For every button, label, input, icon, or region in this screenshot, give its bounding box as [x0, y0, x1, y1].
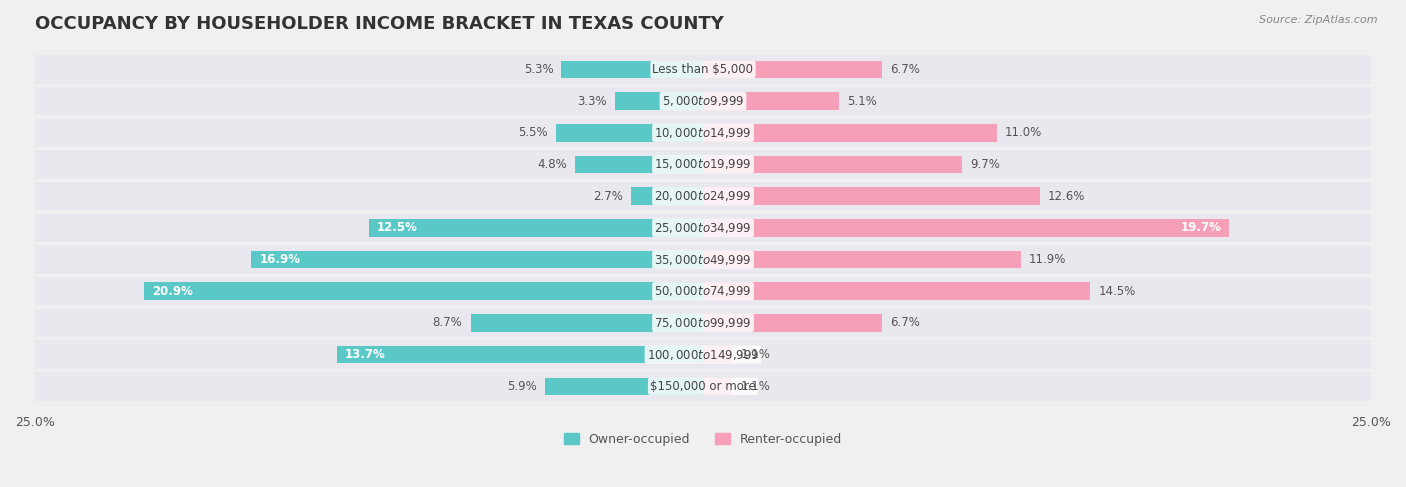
Text: $20,000 to $24,999: $20,000 to $24,999 [654, 189, 752, 203]
Bar [35, 309, 1371, 337]
Text: 11.0%: 11.0% [1005, 126, 1042, 139]
Text: 14.5%: 14.5% [1098, 285, 1136, 298]
Bar [703, 124, 997, 142]
Text: $50,000 to $74,999: $50,000 to $74,999 [654, 284, 752, 298]
Text: $10,000 to $14,999: $10,000 to $14,999 [654, 126, 752, 140]
Text: 6.7%: 6.7% [890, 63, 920, 76]
Bar [35, 372, 1371, 400]
Text: $75,000 to $99,999: $75,000 to $99,999 [654, 316, 752, 330]
Text: 9.7%: 9.7% [970, 158, 1000, 171]
Bar [703, 251, 1021, 268]
Bar [35, 55, 1371, 84]
Text: OCCUPANCY BY HOUSEHOLDER INCOME BRACKET IN TEXAS COUNTY: OCCUPANCY BY HOUSEHOLDER INCOME BRACKET … [35, 15, 724, 33]
Text: 2.7%: 2.7% [593, 189, 623, 203]
Bar [703, 219, 1229, 237]
Text: 5.3%: 5.3% [523, 63, 554, 76]
Text: 1.1%: 1.1% [741, 380, 770, 393]
Text: $5,000 to $9,999: $5,000 to $9,999 [662, 94, 744, 108]
Text: $25,000 to $34,999: $25,000 to $34,999 [654, 221, 752, 235]
Bar [703, 346, 733, 363]
Text: 11.9%: 11.9% [1029, 253, 1066, 266]
Bar [703, 156, 962, 173]
Text: 5.5%: 5.5% [519, 126, 548, 139]
Text: 12.5%: 12.5% [377, 222, 418, 234]
Text: 1.1%: 1.1% [741, 348, 770, 361]
Bar [703, 377, 733, 395]
Text: $100,000 to $149,999: $100,000 to $149,999 [647, 348, 759, 361]
Text: 16.9%: 16.9% [259, 253, 301, 266]
Text: $35,000 to $49,999: $35,000 to $49,999 [654, 253, 752, 266]
Bar [35, 245, 1371, 274]
Legend: Owner-occupied, Renter-occupied: Owner-occupied, Renter-occupied [558, 428, 848, 451]
Bar [35, 87, 1371, 115]
Bar [614, 93, 703, 110]
Text: 5.1%: 5.1% [848, 94, 877, 108]
Bar [368, 219, 703, 237]
Bar [703, 93, 839, 110]
Bar [35, 277, 1371, 305]
Text: 20.9%: 20.9% [152, 285, 194, 298]
Text: 12.6%: 12.6% [1047, 189, 1085, 203]
Bar [575, 156, 703, 173]
Text: 4.8%: 4.8% [537, 158, 567, 171]
Text: $150,000 or more: $150,000 or more [650, 380, 756, 393]
Bar [35, 182, 1371, 210]
Bar [471, 314, 703, 332]
Bar [35, 340, 1371, 369]
Bar [561, 61, 703, 78]
Text: 13.7%: 13.7% [344, 348, 385, 361]
Bar [145, 282, 703, 300]
Bar [631, 187, 703, 205]
Text: 6.7%: 6.7% [890, 317, 920, 329]
Text: 8.7%: 8.7% [433, 317, 463, 329]
Text: Source: ZipAtlas.com: Source: ZipAtlas.com [1260, 15, 1378, 25]
Bar [703, 187, 1039, 205]
Bar [703, 282, 1091, 300]
Text: 5.9%: 5.9% [508, 380, 537, 393]
Bar [703, 61, 882, 78]
Text: 19.7%: 19.7% [1181, 222, 1222, 234]
Bar [546, 377, 703, 395]
Bar [35, 150, 1371, 179]
Bar [555, 124, 703, 142]
Text: $15,000 to $19,999: $15,000 to $19,999 [654, 157, 752, 171]
Text: Less than $5,000: Less than $5,000 [652, 63, 754, 76]
Text: 3.3%: 3.3% [578, 94, 607, 108]
Bar [337, 346, 703, 363]
Bar [252, 251, 703, 268]
Bar [703, 314, 882, 332]
Bar [35, 214, 1371, 242]
Bar [35, 118, 1371, 147]
